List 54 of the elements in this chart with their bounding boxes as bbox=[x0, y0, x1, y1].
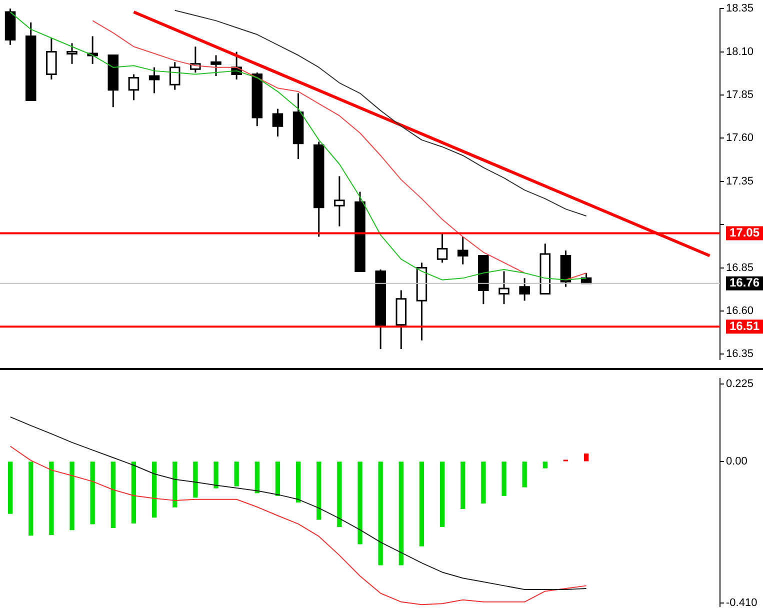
bar bbox=[234, 462, 239, 486]
candlestick bbox=[66, 42, 78, 65]
bar bbox=[254, 462, 260, 494]
ref-line-label: 16.76 bbox=[729, 276, 760, 290]
bar bbox=[90, 462, 95, 524]
bar bbox=[296, 462, 301, 502]
candlestick bbox=[148, 66, 160, 94]
bar bbox=[152, 462, 157, 518]
bar bbox=[316, 462, 322, 520]
candlestick bbox=[272, 108, 284, 138]
bar bbox=[275, 462, 280, 496]
y-tick-label: 0.225 bbox=[726, 378, 754, 390]
candlestick bbox=[169, 61, 180, 91]
bar bbox=[172, 462, 178, 508]
y-tick-label: 18.10 bbox=[726, 46, 754, 58]
y-tick-label: 17.35 bbox=[726, 175, 754, 188]
bar bbox=[584, 454, 589, 462]
bar bbox=[131, 462, 136, 524]
candlestick bbox=[436, 232, 448, 264]
y-tick-label: 16.85 bbox=[726, 262, 754, 274]
bar bbox=[481, 462, 486, 504]
bar bbox=[28, 462, 34, 536]
bar bbox=[378, 462, 383, 566]
candlestick bbox=[210, 54, 222, 77]
candlestick bbox=[128, 74, 140, 101]
bar bbox=[110, 462, 116, 528]
y-tick-label: 17.85 bbox=[726, 89, 754, 102]
y-tick-label: 18.35 bbox=[726, 2, 754, 15]
bar bbox=[193, 462, 198, 498]
bar bbox=[8, 462, 13, 514]
y-tick-label: -0.410 bbox=[726, 596, 758, 609]
bar bbox=[460, 462, 466, 510]
bar bbox=[214, 462, 218, 488]
candlestick bbox=[457, 236, 468, 266]
y-tick-label: 17.60 bbox=[726, 132, 754, 144]
candlestick bbox=[334, 175, 345, 228]
bar bbox=[49, 462, 54, 535]
bar bbox=[502, 462, 506, 496]
bar bbox=[398, 462, 404, 566]
ref-line-label: 16.51 bbox=[729, 318, 760, 333]
bar bbox=[542, 462, 548, 468]
y-tick-label: 16.35 bbox=[726, 348, 754, 360]
bar bbox=[70, 462, 74, 530]
candlestick bbox=[498, 270, 510, 305]
y-tick-label: 0.00 bbox=[726, 455, 748, 468]
candlestick bbox=[46, 37, 57, 80]
bar bbox=[358, 462, 362, 544]
ref-line-label: 17.05 bbox=[729, 226, 760, 240]
candlestick bbox=[519, 277, 530, 302]
y-tick-label: 16.60 bbox=[726, 305, 754, 318]
bar bbox=[440, 462, 445, 527]
bar bbox=[522, 462, 527, 488]
bar bbox=[337, 462, 342, 527]
bar bbox=[419, 462, 424, 546]
